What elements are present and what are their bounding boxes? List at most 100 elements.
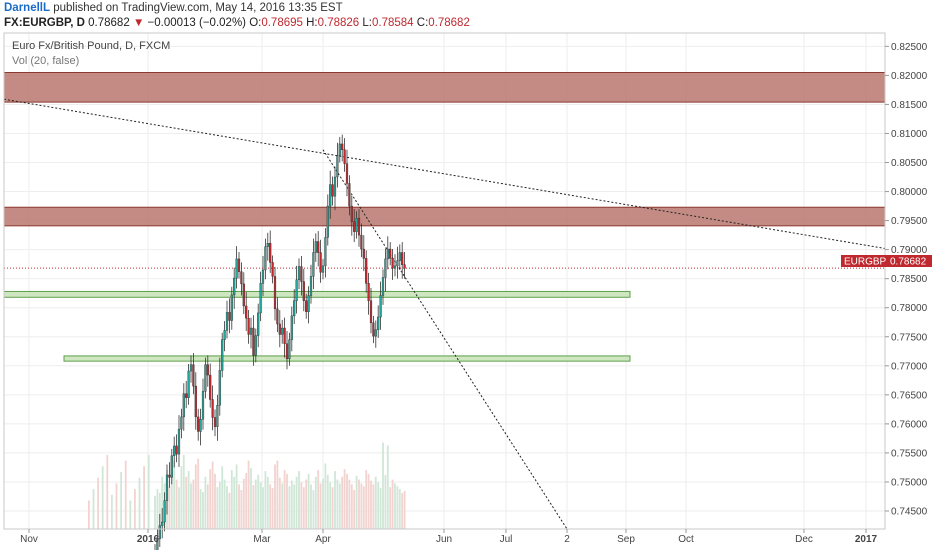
volume-bar — [161, 476, 164, 529]
volume-bar — [293, 484, 296, 529]
candle-body — [254, 335, 257, 356]
candles — [154, 134, 406, 550]
volume-bar — [101, 466, 104, 529]
y-tick-label: 0.78500 — [891, 274, 928, 285]
x-tick-label: Apr — [315, 534, 331, 545]
candle-body — [273, 276, 277, 310]
volume-bar — [192, 479, 195, 529]
volume-bar — [302, 487, 305, 529]
candle-body — [309, 276, 313, 296]
candle-body — [194, 385, 197, 418]
candle-body — [369, 300, 373, 324]
candle-body — [384, 258, 387, 278]
volume-bar — [235, 464, 238, 529]
y-tick-label: 0.79500 — [891, 216, 928, 227]
volume-bar — [278, 477, 281, 529]
volume-bars — [88, 442, 406, 529]
volume-bar — [154, 495, 156, 529]
volume-bar — [348, 479, 351, 529]
candle-body — [252, 327, 255, 356]
candle-body — [257, 312, 260, 336]
candle-body — [201, 391, 205, 420]
candle-body — [285, 343, 289, 360]
candle-body — [206, 364, 209, 376]
candle-body — [223, 330, 226, 340]
candle-body — [199, 419, 202, 432]
volume-bar — [158, 492, 161, 529]
y-axis[interactable]: 0.82500 0.82000 0.81500 0.81000 0.80500 0.800… — [885, 42, 928, 518]
candle-body — [355, 218, 358, 232]
price-tag-right-bg — [885, 255, 932, 267]
volume-bar — [190, 483, 192, 529]
y-tick-label: 0.76000 — [891, 419, 928, 430]
price-tag-symbol: EURGBP — [844, 257, 887, 268]
candle-body — [312, 252, 315, 277]
y-tick-label: 0.80500 — [891, 158, 928, 169]
y-tick-label: 0.82000 — [891, 71, 928, 82]
candle-body — [242, 283, 245, 307]
published-text: published on TradingView.com, May 14, 20… — [53, 2, 343, 14]
candle-body — [283, 327, 286, 344]
high-label: H: — [306, 17, 318, 29]
candle-body — [271, 262, 274, 277]
volume-bar — [124, 460, 127, 529]
volume-bar — [358, 479, 360, 529]
candle-body — [233, 277, 236, 296]
y-tick-label: 0.75500 — [891, 448, 928, 459]
volume-bar — [240, 490, 243, 529]
volume-bar — [336, 479, 339, 529]
author-link[interactable]: DarnellL — [4, 2, 51, 14]
y-tick-label: 0.75000 — [891, 477, 928, 488]
candle-body — [158, 525, 161, 540]
change-down-icon: ▼ — [132, 17, 145, 29]
candle-body — [230, 294, 233, 321]
candle-body — [381, 277, 385, 296]
volume-bar — [254, 479, 257, 529]
volume-bar — [197, 458, 200, 529]
candle-body — [156, 538, 159, 550]
volume-bar — [173, 460, 176, 529]
candle-body — [278, 323, 281, 335]
candle-body — [377, 316, 380, 330]
x-tick-label: Mar — [253, 534, 271, 545]
x-axis[interactable]: Nov 2016 Mar Apr Jun Jul 2 Sep Oct Dec 2017 — [20, 529, 878, 545]
volume-bar — [245, 472, 248, 529]
y-tick-label: 0.78000 — [891, 303, 928, 314]
volume-bar — [401, 492, 404, 529]
volume-bar — [170, 473, 173, 529]
candle-body — [300, 266, 303, 282]
volume-bar — [147, 454, 150, 529]
volume-bar — [362, 486, 365, 529]
resistance-zone — [3, 206, 886, 227]
candle-body — [221, 339, 224, 371]
volume-bar — [394, 483, 396, 529]
price-chart[interactable]: 0.82500 0.82000 0.81500 0.81000 0.80500 0.800… — [0, 32, 932, 550]
volume-label: Vol (20, false) — [12, 55, 79, 67]
candle-body — [324, 237, 327, 267]
volume-bar — [329, 482, 332, 529]
open-label: O: — [249, 17, 262, 29]
volume-bar — [223, 479, 226, 529]
volume-bar — [322, 478, 324, 529]
y-tick-label: 0.77000 — [891, 361, 928, 372]
candle-body — [185, 393, 188, 398]
candle-body — [290, 315, 293, 340]
volume-bar — [367, 473, 370, 529]
candle-body — [247, 317, 250, 335]
publish-header: DarnellL published on TradingView.com, M… — [0, 0, 932, 32]
candle-body — [391, 258, 394, 269]
candle-body — [396, 260, 399, 267]
y-tick-label: 0.74500 — [891, 506, 928, 517]
price-tag-value: 0.78682 — [890, 257, 927, 268]
volume-bar — [92, 489, 95, 529]
volume-bar — [403, 491, 406, 529]
candle-body — [343, 149, 346, 164]
volume-bar — [257, 474, 260, 529]
volume-bar — [317, 470, 320, 529]
volume-bar — [218, 481, 221, 529]
chart-title: Euro Fx/British Pound, D, FXCM — [12, 40, 170, 52]
candle-body — [345, 163, 349, 184]
candle-body — [295, 279, 298, 301]
candle-body — [204, 364, 207, 392]
volume-bar — [120, 472, 122, 529]
